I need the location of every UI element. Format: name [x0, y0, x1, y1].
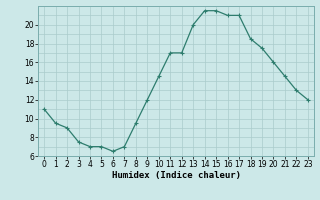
X-axis label: Humidex (Indice chaleur): Humidex (Indice chaleur) [111, 171, 241, 180]
